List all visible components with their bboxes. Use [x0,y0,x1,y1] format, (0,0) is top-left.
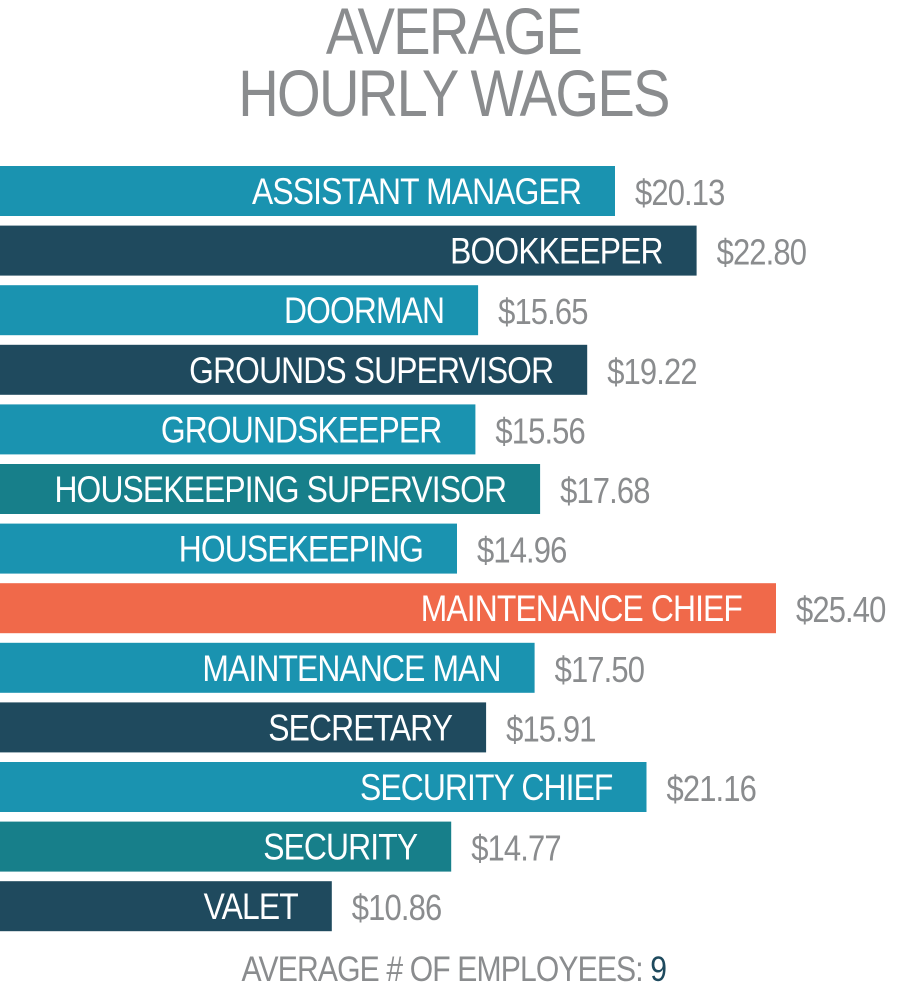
bar-maintenance-chief [0,583,776,634]
value-label-maintenance-man: $17.50 [555,651,645,691]
bar-label-maintenance-man: MAINTENANCE MAN [202,649,500,690]
bar-label-security-chief: SECURITY CHIEF [360,768,613,809]
bar-secretary [0,702,487,753]
value-label-housekeeping: $14.96 [477,532,567,572]
value-label-security-chief: $21.16 [667,770,757,810]
bar-label-assistant-manager: ASSISTANT MANAGER [252,172,581,213]
value-label-grounds-supervisor: $19.22 [607,353,697,393]
bar-label-valet: VALET [204,887,299,928]
employee-count-footer: AVERAGE # OF EMPLOYEES: 9 [0,948,907,992]
bar-label-grounds-supervisor: GROUNDS SUPERVISOR [189,351,553,392]
bar-maintenance-man [0,642,535,693]
value-label-groundskeeper: $15.56 [495,412,585,452]
bar-valet [0,881,332,932]
bar-label-doorman: DOORMAN [284,291,444,332]
bar-assistant-manager [0,166,615,216]
bar-security-chief [0,762,647,812]
bar-groundskeeper [0,404,476,455]
value-label-assistant-manager: $20.13 [635,174,725,214]
bar-label-housekeeping: HOUSEKEEPING [179,529,423,570]
bar-label-groundskeeper: GROUNDSKEEPER [161,410,442,451]
bar-security [0,821,452,872]
value-label-bookkeeper: $22.80 [717,234,807,274]
value-label-maintenance-chief: $25.40 [796,591,886,631]
chart-title: AVERAGE HOURLY WAGES [0,0,907,130]
bar-housekeeping-supervisor [0,464,541,514]
bar-grounds-supervisor [0,344,588,395]
bar-label-secretary: SECRETARY [268,708,453,749]
value-label-security: $14.77 [471,830,561,870]
bar-bookkeeper [0,225,697,276]
bar-label-housekeeping-supervisor: HOUSEKEEPING SUPERVISOR [54,470,506,511]
value-label-housekeeping-supervisor: $17.68 [560,472,650,512]
bar-label-bookkeeper: BOOKKEEPER [450,231,662,272]
bar-doorman [0,285,479,336]
bar-label-security: SECURITY [263,827,418,868]
bar-housekeeping [0,523,457,574]
value-label-secretary: $15.91 [506,710,596,750]
employee-count-value: 9 [649,950,667,989]
bar-label-maintenance-chief: MAINTENANCE CHIEF [421,589,742,630]
title-line-2: HOURLY WAGES [238,56,670,130]
value-label-doorman: $15.65 [498,293,588,333]
value-label-valet: $10.86 [352,889,442,929]
title-line-1: AVERAGE [325,0,583,68]
employee-count-label: AVERAGE # OF EMPLOYEES: [241,950,643,989]
